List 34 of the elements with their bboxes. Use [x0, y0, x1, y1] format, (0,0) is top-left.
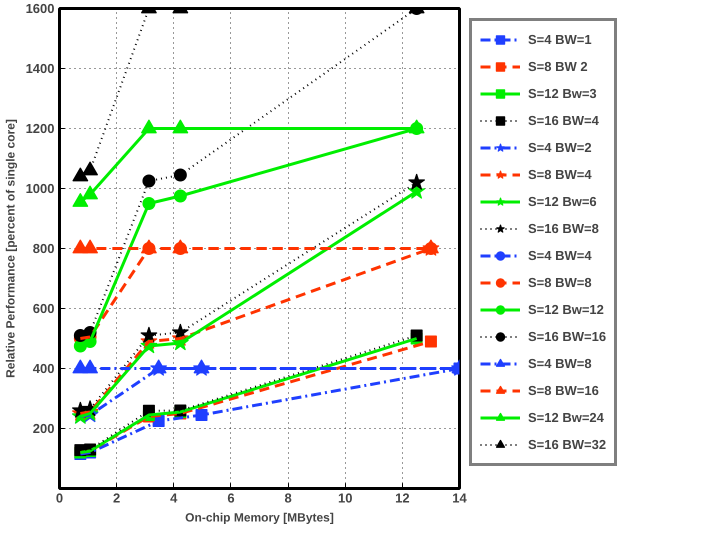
legend-label: S=8 BW 2 — [528, 58, 588, 76]
legend-label: S=4 BW=8 — [528, 355, 592, 373]
y-tick-label: 800 — [32, 241, 55, 256]
x-tick-label: 6 — [227, 490, 235, 506]
y-tick-label: 1400 — [26, 61, 54, 76]
x-tick-label: 2 — [113, 490, 120, 506]
legend-label: S=16 BW=4 — [528, 112, 599, 130]
legend-label: S=12 Bw=3 — [528, 85, 597, 103]
y-axis-title: Relative Performance [percent of single core] — [4, 119, 18, 378]
legend-label: S=8 BW=4 — [528, 166, 592, 184]
legend-label: S=16 BW=8 — [528, 220, 599, 238]
legend-label: S=4 BW=1 — [528, 31, 592, 49]
y-tick-label: 1200 — [26, 121, 54, 136]
x-axis-title: On-chip Memory [MBytes] — [185, 510, 334, 524]
legend-label: S=8 BW=16 — [528, 382, 599, 400]
x-tick-label: 4 — [170, 490, 178, 506]
x-tick-label: 0 — [56, 490, 64, 506]
x-tick-label: 10 — [338, 490, 352, 506]
y-tick-label: 1000 — [26, 181, 54, 196]
legend-label: S=16 BW=16 — [528, 328, 606, 346]
legend-label: S=12 Bw=24 — [528, 409, 604, 427]
legend-label: S=8 BW=8 — [528, 274, 592, 292]
legend-label: S=4 BW=4 — [528, 247, 592, 265]
legend-label: S=16 BW=32 — [528, 436, 606, 454]
legend-label: S=4 BW=2 — [528, 139, 592, 157]
y-tick-label: 400 — [32, 361, 55, 376]
legend-label: S=12 Bw=12 — [528, 301, 604, 319]
x-tick-label: 12 — [395, 490, 410, 506]
y-tick-label: 1600 — [26, 1, 54, 16]
y-tick-label: 600 — [32, 301, 55, 316]
legend-label: S=12 Bw=6 — [528, 193, 597, 211]
x-tick-label: 8 — [284, 490, 292, 506]
x-tick-label: 14 — [452, 490, 468, 506]
y-tick-label: 200 — [32, 421, 55, 436]
